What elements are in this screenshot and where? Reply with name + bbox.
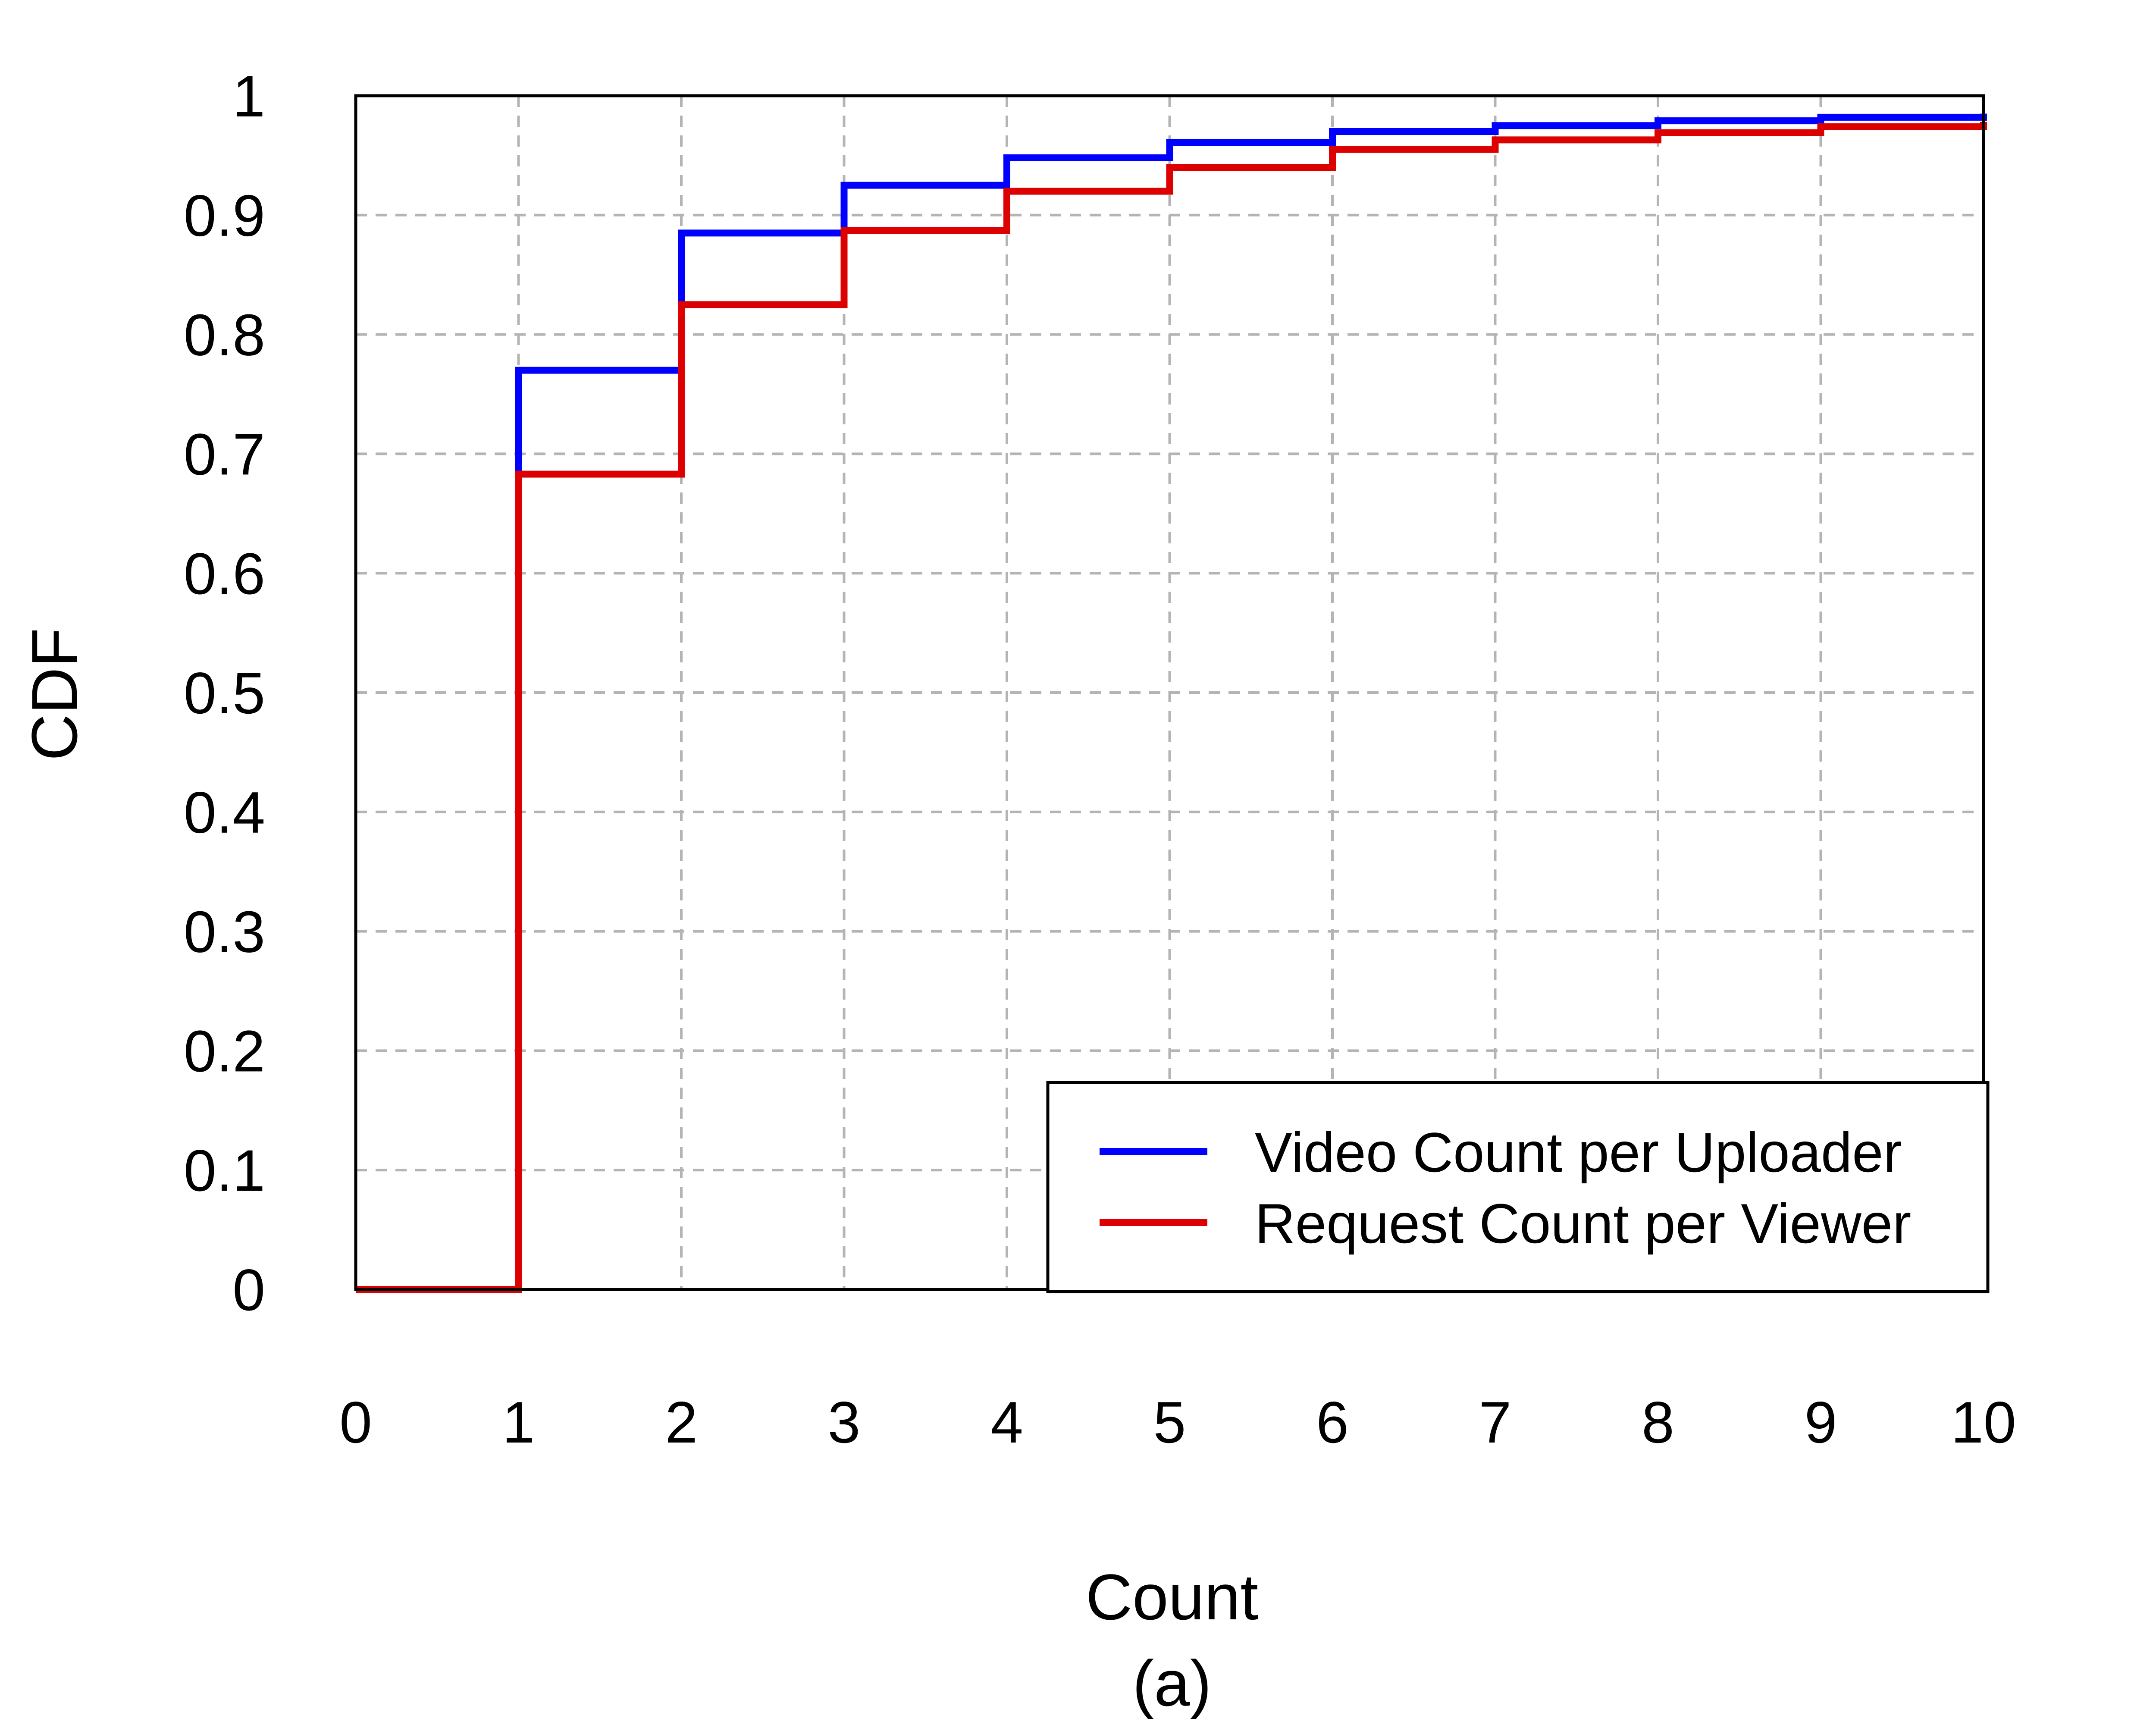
x-tick-label: 2	[665, 1389, 698, 1455]
x-tick-label: 3	[828, 1389, 861, 1455]
x-tick-label: 6	[1316, 1389, 1349, 1455]
x-tick-label: 10	[1951, 1389, 2016, 1455]
legend-label-request: Request Count per Viewer	[1255, 1192, 1911, 1255]
y-tick-label: 0.3	[184, 899, 265, 965]
y-tick-label: 0.1	[184, 1138, 265, 1203]
series-layer	[356, 113, 1987, 1293]
x-tick-label: 8	[1642, 1389, 1674, 1455]
y-axis-title: CDF	[18, 628, 91, 761]
y-tick-label: 0.4	[184, 780, 265, 845]
x-tick-labels: 0 1 2 3 4 5 6 7 8 9 10	[339, 1389, 2016, 1455]
y-tick-label: 0.9	[184, 183, 265, 248]
series-line-1	[356, 122, 1987, 1293]
legend-label-video: Video Count per Uploader	[1255, 1121, 1902, 1184]
grid-lines	[356, 96, 1984, 1289]
x-tick-label: 1	[502, 1389, 535, 1455]
x-tick-label: 7	[1479, 1389, 1512, 1455]
y-tick-label: 0.6	[184, 541, 265, 606]
x-axis-title: Count	[1086, 1561, 1258, 1633]
y-tick-label: 0.7	[184, 421, 265, 487]
y-tick-label: 0.8	[184, 302, 265, 368]
y-tick-label: 0.2	[184, 1018, 265, 1084]
legend-box	[1046, 1081, 1990, 1293]
x-tick-label: 4	[990, 1389, 1023, 1455]
y-tick-label: 0.5	[184, 660, 265, 726]
legend: Video Count per Uploader Request Count p…	[1046, 1081, 1990, 1293]
x-tick-label: 5	[1153, 1389, 1186, 1455]
x-tick-label: 0	[339, 1389, 372, 1455]
x-tick-label: 9	[1805, 1389, 1837, 1455]
y-tick-label: 1	[232, 63, 265, 129]
y-tick-label: 0	[232, 1257, 265, 1323]
figure-caption: (a)	[1132, 1647, 1211, 1719]
y-tick-labels: 0 0.1 0.2 0.3 0.4 0.5 0.6 0.7 0.8 0.9 1	[184, 63, 265, 1323]
